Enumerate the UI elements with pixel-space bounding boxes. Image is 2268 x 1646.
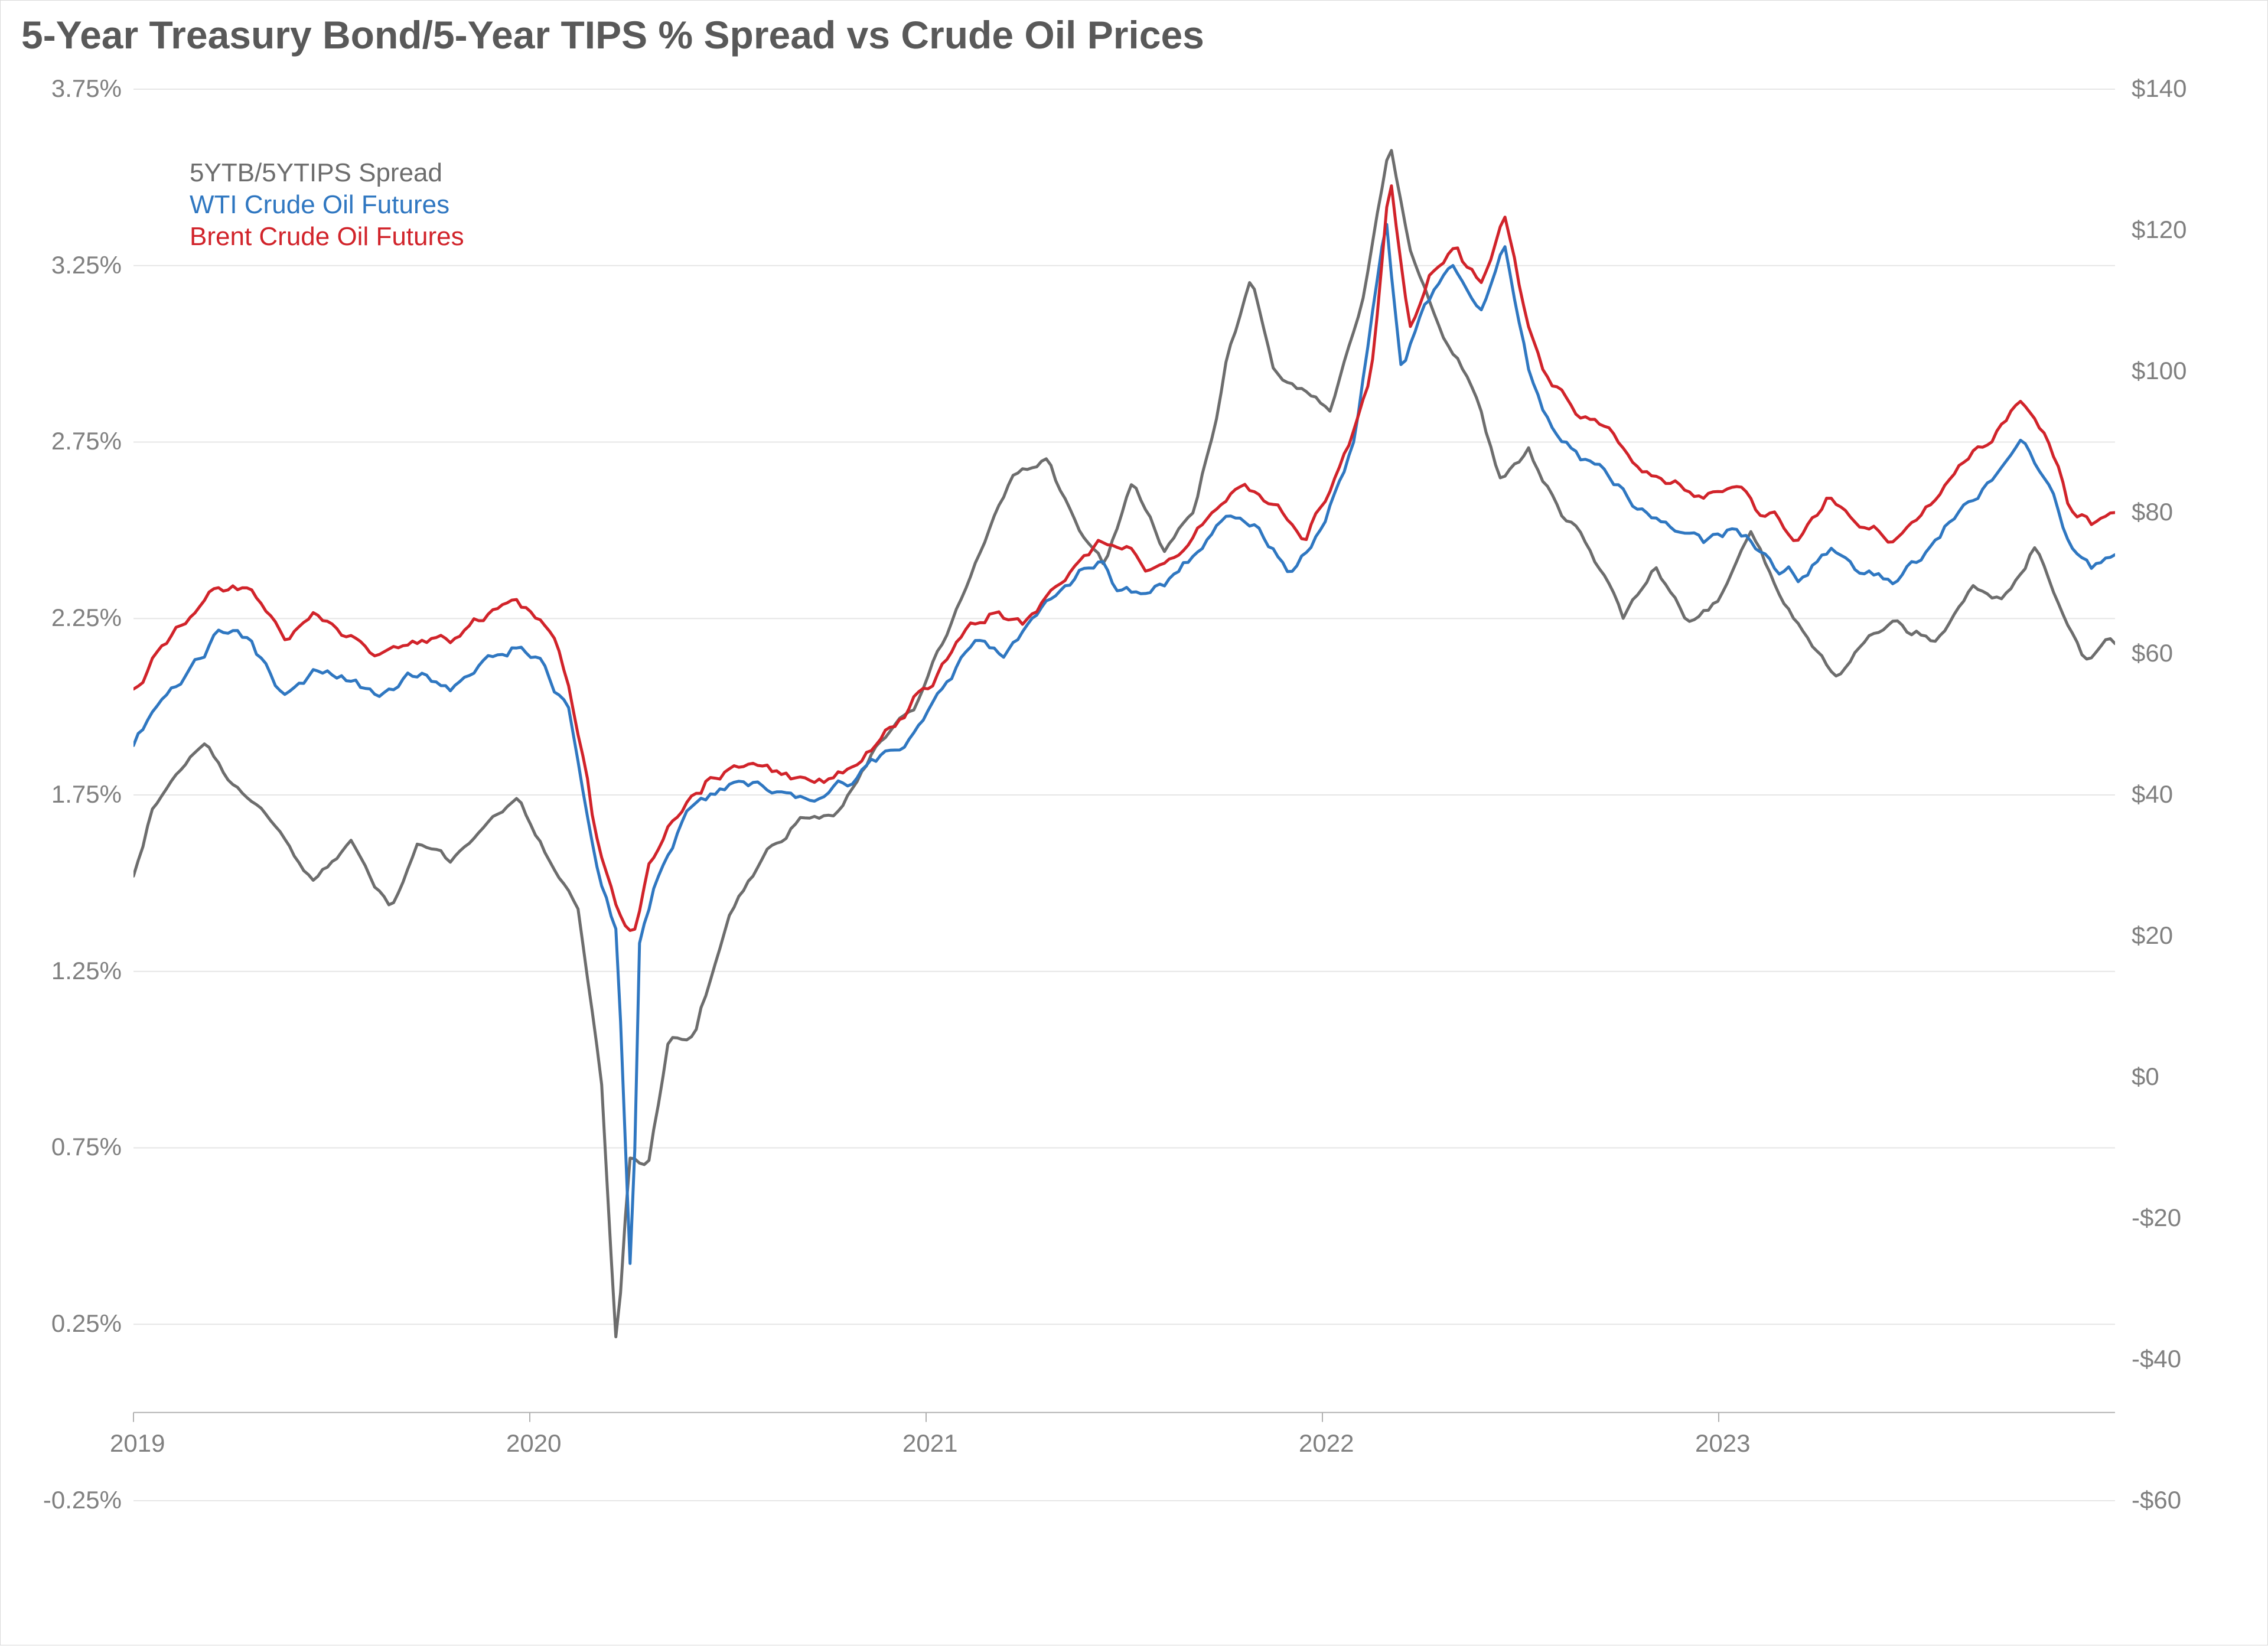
legend-item: Brent Crude Oil Futures: [190, 221, 464, 253]
axis-tick: $120: [2132, 216, 2186, 244]
axis-tick: -$20: [2132, 1204, 2181, 1232]
axis-tick: $40: [2132, 780, 2173, 809]
legend-item: WTI Crude Oil Futures: [190, 189, 464, 221]
axis-tick: 0.75%: [51, 1133, 122, 1161]
axis-tick: 0.25%: [51, 1309, 122, 1338]
chart-container: 5-Year Treasury Bond/5-Year TIPS % Sprea…: [0, 0, 2268, 1645]
axis-tick: 2023: [1695, 1429, 1750, 1458]
axis-tick: 1.75%: [51, 780, 122, 809]
axis-tick: 2022: [1299, 1429, 1354, 1458]
axis-tick: $0: [2132, 1062, 2159, 1091]
axis-tick: 3.75%: [51, 74, 122, 103]
axis-tick: 2019: [110, 1429, 165, 1458]
legend-item: 5YTB/5YTIPS Spread: [190, 157, 464, 189]
axis-tick: -0.25%: [43, 1486, 122, 1514]
series-line: [133, 151, 2115, 1337]
axis-tick: 2.75%: [51, 427, 122, 455]
axis-tick: 2.25%: [51, 604, 122, 632]
chart-legend: 5YTB/5YTIPS SpreadWTI Crude Oil FuturesB…: [190, 157, 464, 253]
axis-tick: 2020: [506, 1429, 561, 1458]
axis-tick: $60: [2132, 639, 2173, 667]
axis-tick: $20: [2132, 921, 2173, 950]
axis-tick: 3.25%: [51, 251, 122, 279]
axis-tick: -$60: [2132, 1486, 2181, 1514]
axis-tick: 2021: [902, 1429, 957, 1458]
axis-tick: $80: [2132, 498, 2173, 526]
axis-tick: $100: [2132, 357, 2186, 385]
axis-tick: -$40: [2132, 1345, 2181, 1373]
axis-tick: $140: [2132, 74, 2186, 103]
axis-tick: 1.25%: [51, 957, 122, 985]
series-line: [133, 186, 2115, 931]
series-line: [133, 224, 2115, 1263]
